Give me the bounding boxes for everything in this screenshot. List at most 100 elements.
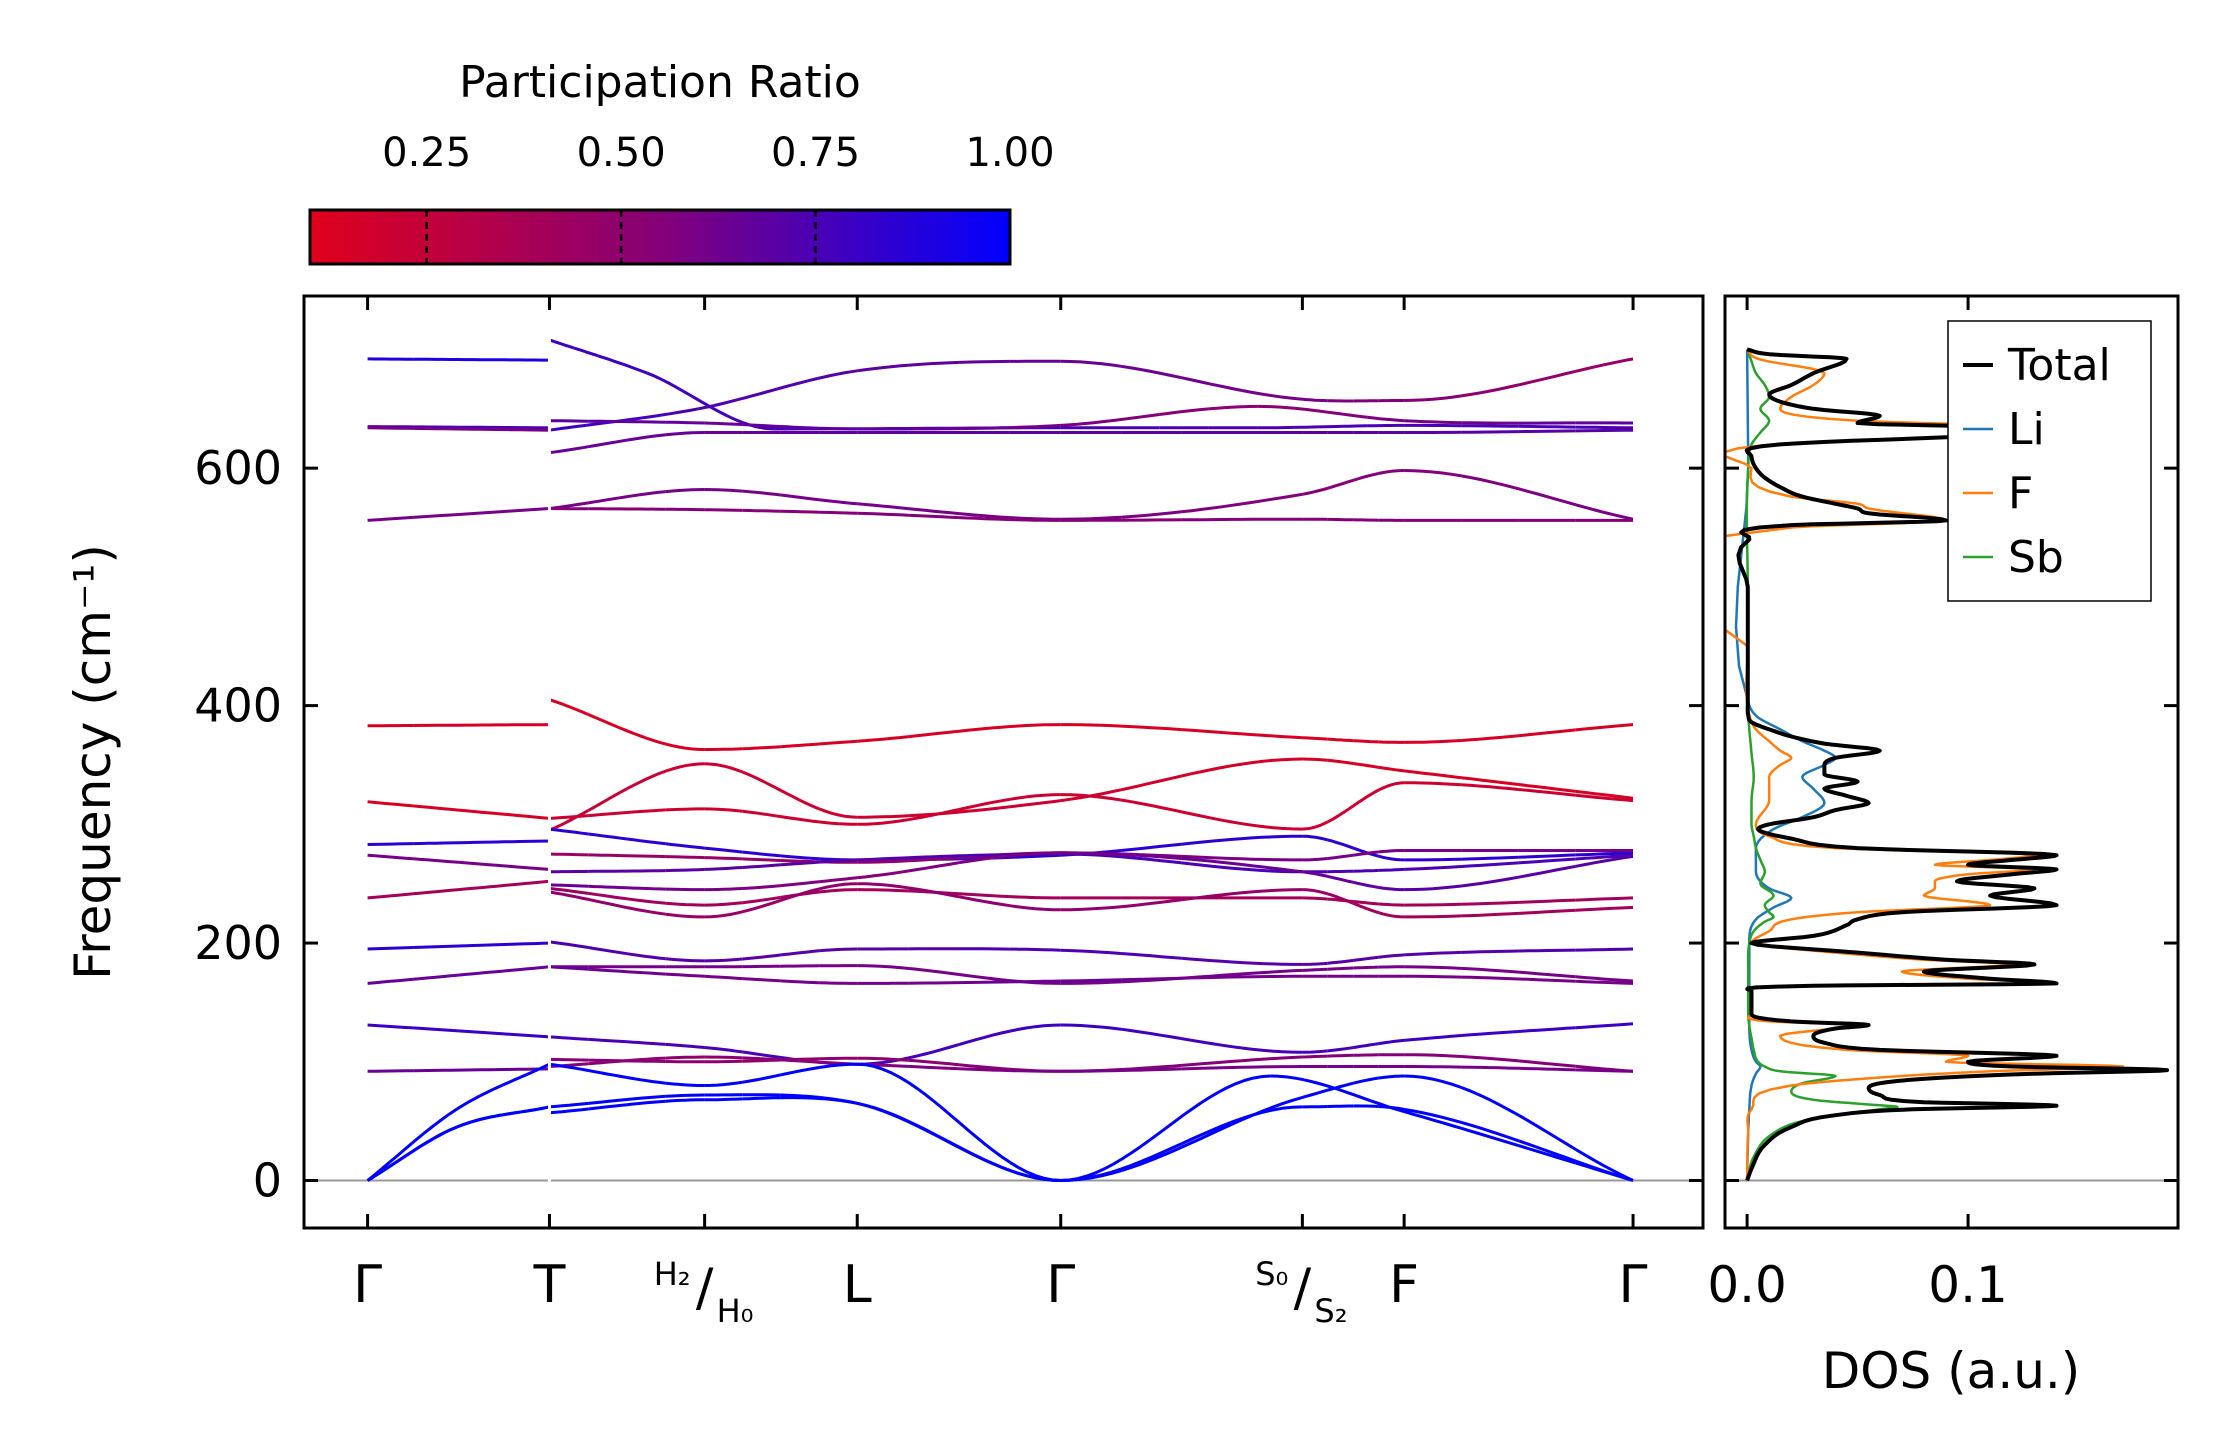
band-segment (502, 1073, 527, 1087)
band-segment (1575, 357, 1634, 373)
band-segment (503, 941, 550, 946)
band-segment (549, 965, 589, 971)
band-segment (958, 892, 1010, 899)
band-segment (626, 729, 667, 746)
kpoint-label-pair: S₀ / S₂ (1255, 1255, 1347, 1330)
band-segment (818, 820, 858, 826)
band-segment (1353, 762, 1379, 769)
band-segment (704, 421, 743, 426)
band-segment (1404, 950, 1462, 957)
band-segment (1404, 419, 1462, 425)
band-segment (1241, 492, 1303, 506)
band-segment (1241, 1065, 1303, 1069)
band-segment (1575, 428, 1634, 433)
band-segment (704, 856, 743, 861)
band-segment (1120, 898, 1182, 909)
band-segment (549, 423, 587, 432)
band-segment (1378, 867, 1405, 872)
band-segment (1181, 810, 1243, 826)
band-segment (780, 979, 820, 985)
band-segment (1241, 857, 1303, 862)
band-segment (1327, 737, 1354, 743)
band-segment (704, 866, 743, 871)
band-segment (1303, 1078, 1338, 1091)
band-segment (1241, 1046, 1303, 1054)
band-segment (588, 853, 628, 858)
band-segment (1164, 1091, 1219, 1130)
band-segment (413, 944, 459, 949)
legend-item-f: F (1963, 468, 2033, 519)
band-segment (1009, 851, 1061, 858)
band-segment (780, 815, 820, 824)
band-segment (1461, 966, 1519, 974)
band-segment (958, 1145, 1011, 1172)
band-segment (742, 850, 782, 858)
kpoint-label: Γ (1046, 1255, 1075, 1315)
band-b15 (366, 1105, 550, 1182)
band-segment (1302, 896, 1328, 901)
band-segment (665, 1093, 705, 1098)
kpoint-label-top: H₂ (654, 1255, 691, 1293)
band-segment (818, 1062, 858, 1069)
band-segment (367, 426, 414, 430)
band-segment (1378, 1074, 1405, 1080)
band-segment (388, 1141, 414, 1164)
band-segment (958, 980, 1010, 985)
band-segment (1378, 854, 1405, 862)
band-segment (857, 856, 909, 862)
band-segment (503, 965, 550, 973)
band-segment (626, 837, 666, 846)
band-segment (818, 498, 858, 506)
band-segment (1330, 411, 1368, 419)
band-c22 (549, 1062, 1634, 1182)
band-segment (907, 1058, 960, 1067)
band-segment (626, 1076, 666, 1085)
band-segment (1518, 369, 1577, 387)
band-segment (367, 842, 414, 846)
band-segment (780, 1066, 820, 1077)
band-segment (1461, 1065, 1519, 1070)
band-segment (1294, 406, 1332, 415)
legend-frame (1947, 320, 2152, 602)
band-segment (908, 981, 960, 985)
band-segment (1575, 979, 1634, 985)
band-segment (1518, 429, 1576, 434)
band-segment (1460, 1120, 1520, 1143)
band-segment (1330, 424, 1368, 429)
band-segment (1353, 900, 1379, 906)
band-segment (458, 808, 505, 816)
band-segment (1461, 430, 1519, 434)
band-segment (1302, 961, 1328, 966)
band-segment (1009, 793, 1061, 801)
band-segment (503, 864, 550, 871)
band-segment (704, 910, 744, 919)
band-segment (1112, 1127, 1167, 1166)
band-segment (1181, 956, 1243, 965)
band-segment (665, 1042, 705, 1049)
band-segment (1302, 967, 1328, 972)
band-segment (780, 949, 820, 957)
dos-y-ticks (1725, 466, 2178, 1183)
band-segment (958, 805, 1011, 814)
band-segment (907, 861, 960, 873)
band-segment (777, 377, 818, 391)
band-c7 (549, 698, 1634, 751)
band-segment (1404, 884, 1462, 892)
band-segment (742, 1050, 782, 1059)
band-segment (704, 1059, 743, 1064)
band-lines (366, 296, 1634, 1228)
band-c17 (549, 964, 1634, 985)
colorbar-title: Participation Ratio (459, 57, 861, 108)
band-segment (1404, 857, 1462, 862)
band-segment (458, 969, 505, 977)
band-segment (411, 1136, 436, 1153)
band-segment (549, 445, 589, 455)
band-segment (503, 1032, 550, 1039)
legend-item-li: Li (1963, 404, 2045, 455)
band-segment (958, 854, 1011, 865)
band-segment (479, 1083, 504, 1098)
band-segment (1060, 980, 1122, 985)
band-segment (626, 952, 666, 961)
band-segment (1208, 404, 1258, 411)
band-b7 (367, 839, 550, 846)
